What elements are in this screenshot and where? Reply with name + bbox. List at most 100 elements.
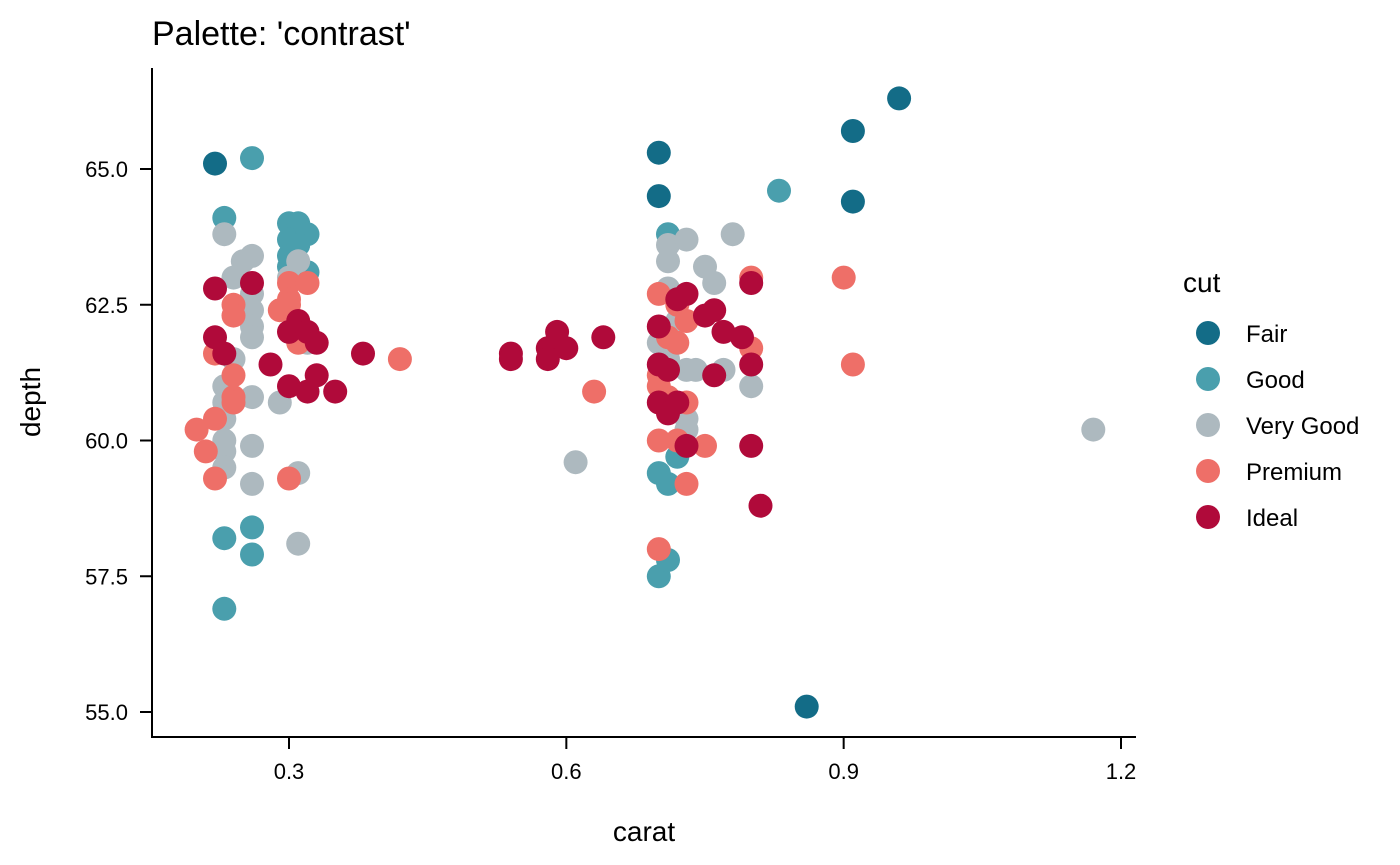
point-ideal-11 (304, 363, 329, 388)
legend-label-good: Good (1246, 367, 1305, 394)
point-very-good-16 (240, 433, 264, 458)
point-very-good-39 (739, 374, 764, 399)
point-premium-16 (277, 466, 301, 491)
point-ideal-26 (711, 319, 736, 344)
legend-key-fair (1196, 321, 1220, 345)
point-ideal-29 (656, 357, 680, 382)
x-tick-label: 0.9 (828, 759, 859, 784)
point-very-good-0 (212, 222, 237, 247)
y-tick-label: 65.0 (85, 157, 128, 182)
x-tick-label: 1.2 (1106, 759, 1137, 784)
point-premium-32 (646, 537, 671, 562)
point-ideal-3 (212, 341, 237, 366)
point-premium-1 (221, 303, 246, 328)
point-ideal-36 (739, 352, 764, 377)
x-axis-ticks: 0.3 0.6 0.9 1.2 (274, 737, 1137, 784)
point-premium-9 (203, 466, 227, 491)
point-ideal-19 (535, 347, 560, 372)
point-very-good-3 (221, 265, 246, 290)
point-premium-6 (203, 406, 227, 431)
point-ideal-21 (646, 314, 671, 339)
legend: cut Fair Good Very Good Premium Ideal (1183, 267, 1359, 532)
point-very-good-25 (656, 249, 680, 274)
point-fair-0 (203, 151, 227, 176)
legend-key-good (1196, 367, 1220, 391)
y-tick-label: 62.5 (85, 293, 128, 318)
y-axis-ticks: 55.0 57.5 60.0 62.5 65.0 (85, 157, 152, 725)
point-ideal-37 (739, 433, 764, 458)
point-very-good-26 (674, 227, 699, 252)
point-ideal-15 (498, 347, 523, 372)
point-fair-3 (840, 119, 865, 143)
point-ideal-13 (351, 341, 375, 366)
point-very-good-40 (563, 450, 588, 475)
point-very-good-20 (286, 531, 311, 556)
legend-key-very-good (1196, 413, 1220, 437)
point-good-10 (212, 526, 237, 551)
point-premium-5 (221, 390, 246, 415)
point-premium-23 (665, 330, 690, 355)
point-premium-3 (221, 363, 246, 388)
x-axis-title: carat (613, 816, 675, 847)
point-ideal-25 (702, 298, 727, 323)
point-fair-1 (646, 140, 671, 165)
point-ideal-27 (730, 325, 754, 350)
legend-title: cut (1183, 267, 1221, 298)
point-very-good-35 (683, 357, 708, 382)
point-very-good-15 (240, 385, 264, 410)
point-ideal-35 (739, 271, 764, 295)
plot-area: 55.0 57.5 60.0 62.5 65.0 0.3 0.6 0.9 1.2 (85, 68, 1136, 784)
point-premium-30 (693, 433, 717, 458)
point-ideal-12 (323, 379, 348, 404)
point-premium-21 (674, 309, 699, 333)
point-good-15 (767, 178, 791, 203)
point-ideal-38 (748, 493, 773, 518)
point-premium-19 (646, 281, 671, 306)
point-premium-17 (387, 347, 412, 372)
point-ideal-18 (554, 336, 579, 361)
point-fair-5 (887, 86, 912, 111)
point-premium-35 (831, 265, 856, 290)
point-premium-18 (582, 379, 607, 404)
point-very-good-7 (240, 325, 264, 350)
legend-label-premium: Premium (1246, 459, 1342, 486)
point-good-18 (656, 471, 680, 496)
legend-items: Fair Good Very Good Premium Ideal (1196, 321, 1359, 532)
point-premium-31 (674, 471, 699, 496)
point-premium-36 (840, 352, 865, 377)
point-fair-2 (646, 184, 671, 209)
point-premium-7 (184, 417, 209, 442)
point-premium-28 (646, 428, 671, 453)
point-ideal-0 (203, 276, 227, 301)
legend-key-premium (1196, 459, 1220, 483)
x-tick-label: 0.3 (274, 759, 305, 784)
point-good-13 (212, 596, 237, 621)
legend-label-very-good: Very Good (1246, 413, 1359, 440)
point-ideal-33 (665, 390, 690, 415)
point-fair-4 (840, 189, 865, 214)
point-very-good-17 (240, 471, 264, 496)
point-ideal-30 (702, 363, 727, 388)
chart-title: Palette: 'contrast' (152, 15, 411, 53)
y-tick-label: 60.0 (85, 429, 128, 454)
x-tick-label: 0.6 (551, 759, 582, 784)
point-good-0 (240, 146, 264, 171)
legend-key-ideal (1196, 505, 1220, 529)
y-axis-title: depth (15, 367, 46, 437)
data-points (184, 86, 1106, 719)
point-fair-6 (794, 694, 819, 719)
y-tick-label: 57.5 (85, 564, 128, 589)
point-ideal-34 (674, 433, 699, 458)
point-ideal-1 (240, 271, 264, 295)
point-very-good-41 (1081, 417, 1106, 442)
point-very-good-29 (702, 271, 727, 295)
point-ideal-4 (258, 352, 283, 377)
point-premium-8 (193, 439, 218, 464)
point-ideal-20 (591, 325, 616, 350)
legend-label-fair: Fair (1246, 321, 1287, 348)
point-very-good-27 (720, 222, 745, 247)
point-good-12 (240, 542, 264, 567)
legend-label-ideal: Ideal (1246, 505, 1298, 532)
point-ideal-9 (277, 374, 301, 399)
